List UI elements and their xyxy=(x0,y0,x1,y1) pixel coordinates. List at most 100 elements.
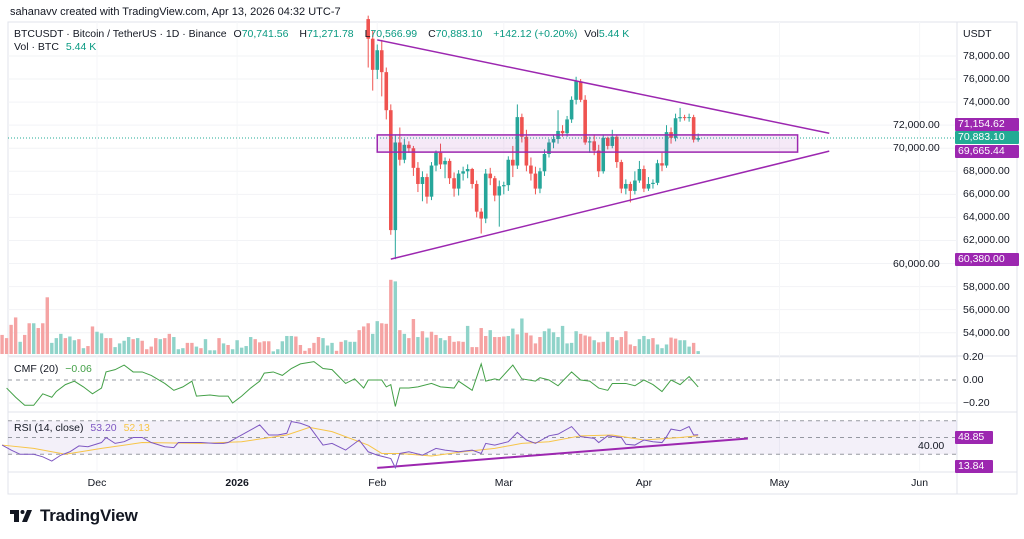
symbol-legend[interactable]: BTCUSDT · Bitcoin / TetherUS · 1D · Bina… xyxy=(14,28,637,40)
candle-body xyxy=(565,119,569,134)
candle-body xyxy=(488,173,493,179)
volume-bar xyxy=(542,331,547,354)
rsi-ma-line xyxy=(2,426,699,457)
volume-bar xyxy=(339,341,343,354)
change-value: +142.12 (+0.20%) xyxy=(493,28,578,40)
cmf-tick: −0.20 xyxy=(963,397,990,409)
volume-bar xyxy=(434,334,438,354)
price-tick: 78,000.00 xyxy=(963,50,1010,62)
volume-legend-label: Vol · BTC xyxy=(14,41,59,53)
candle-body xyxy=(520,117,524,137)
volume-bar xyxy=(167,333,172,354)
candle-body xyxy=(583,99,587,143)
volume-bar xyxy=(185,342,190,354)
volume-bar xyxy=(389,279,393,354)
candle-body xyxy=(610,136,615,146)
volume-bar xyxy=(221,343,226,354)
range-rectangle xyxy=(376,134,799,153)
volume-bar xyxy=(592,340,596,354)
candle-body xyxy=(393,142,398,231)
currency-label[interactable]: USDT xyxy=(963,28,992,40)
candle-body xyxy=(366,19,370,39)
volume-bar xyxy=(158,339,162,354)
time-tick: Dec xyxy=(87,477,107,489)
volume-bar xyxy=(551,332,556,354)
price-tick: 64,000.00 xyxy=(963,211,1010,224)
volume-legend[interactable]: Vol · BTC 5.44 K xyxy=(14,41,100,53)
candle-body xyxy=(651,182,655,184)
candle-body xyxy=(416,167,420,184)
candle-body xyxy=(637,168,642,181)
volume-bar xyxy=(149,346,153,354)
volume-bar xyxy=(375,321,379,354)
candle-body xyxy=(461,171,465,174)
volume-bar xyxy=(104,338,108,354)
price-tick: 58,000.00 xyxy=(963,280,1010,293)
candle-body xyxy=(398,142,402,160)
volume-bar xyxy=(54,338,59,354)
drawings[interactable] xyxy=(8,39,957,469)
volume-bar xyxy=(425,337,429,354)
volume-bar xyxy=(655,344,660,354)
rsi-legend[interactable]: RSI (14, close) 53.20 52.13 xyxy=(14,422,154,434)
candle-body xyxy=(434,152,438,166)
candle-body xyxy=(443,160,447,165)
cmf-legend[interactable]: CMF (20) −0.06 xyxy=(14,363,96,375)
rsi-band xyxy=(8,420,957,455)
volume-bar xyxy=(479,328,483,354)
volume-bar xyxy=(262,341,266,354)
volume-bar xyxy=(113,347,117,354)
candle-body xyxy=(682,117,687,119)
volume-bar xyxy=(583,335,587,354)
tradingview-logo[interactable]: TradingView xyxy=(10,506,138,526)
candle-body xyxy=(375,50,380,70)
volume-bar xyxy=(402,333,407,354)
volume-bar xyxy=(642,335,646,354)
cmf-tick: 0.00 xyxy=(963,374,984,386)
volume-bar xyxy=(172,337,176,354)
candle-body xyxy=(483,173,488,219)
candle-body xyxy=(547,142,551,155)
candle-body xyxy=(587,141,592,143)
volume-bar xyxy=(72,340,77,354)
volume-bar xyxy=(606,331,610,354)
triangle-lower-line xyxy=(390,150,830,260)
candle-body xyxy=(456,173,461,189)
volume-bar xyxy=(587,336,592,354)
candle-body xyxy=(655,163,660,183)
price-tick: 74,000.00 xyxy=(963,96,1010,109)
volume-bar xyxy=(230,349,235,354)
candle-body xyxy=(411,148,416,168)
candle-body xyxy=(447,160,452,179)
grid-lines xyxy=(8,22,957,472)
symbol-title: BTCUSDT · Bitcoin / TetherUS · 1D · Bina… xyxy=(14,28,227,40)
candle-body xyxy=(542,154,547,172)
rect-top-price-tag: 71,154.62 xyxy=(955,118,1019,131)
volume-bar xyxy=(4,338,9,354)
candle-body xyxy=(569,99,574,120)
volume-bar xyxy=(303,350,307,354)
volume-bar xyxy=(248,337,253,354)
candle-body xyxy=(379,50,384,73)
volume-bar xyxy=(325,345,330,354)
candle-body xyxy=(420,177,425,184)
volume-bar xyxy=(59,333,63,354)
rsi-ma-legend-value: 52.13 xyxy=(123,422,150,434)
low-value: L70,566.99 xyxy=(364,28,418,40)
price-tick: 54,000.00 xyxy=(963,326,1010,339)
volume-bar xyxy=(470,347,474,354)
cmf-line xyxy=(6,361,699,407)
volume-bar xyxy=(45,297,49,354)
cmf-tick: 0.20 xyxy=(963,351,984,363)
candle-body xyxy=(560,130,565,134)
candle-body xyxy=(646,183,651,189)
volume-bar xyxy=(244,346,248,354)
volume-bar xyxy=(447,335,452,354)
volume-bar xyxy=(637,339,642,354)
candle-body xyxy=(615,136,619,163)
close-value: C70,883.10 xyxy=(428,28,483,40)
volume-bar xyxy=(13,317,18,354)
volume-bar xyxy=(669,337,673,354)
candle-body xyxy=(619,162,624,189)
